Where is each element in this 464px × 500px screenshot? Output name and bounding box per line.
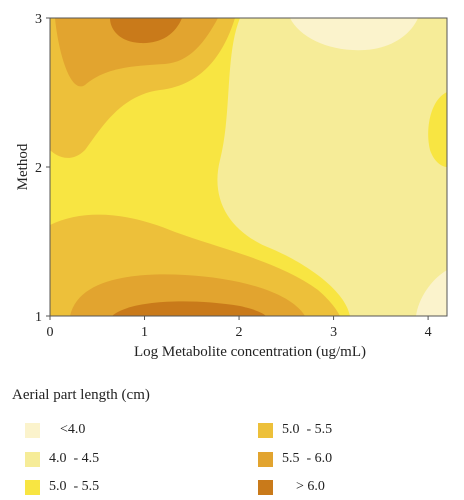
legend-swatch [25,480,40,495]
contour-region-top-right-1 [290,18,418,51]
contour-region-top-left-5 [55,18,218,87]
legend-label: 5.0 - 5.5 [282,422,333,437]
x-tick-label: 0 [47,325,54,340]
legend-label: <4.0 [60,422,86,437]
contour-region-top-left-6 [110,18,182,44]
legend-swatch [25,423,40,438]
legend-swatch [25,452,40,467]
legend-label: 4.0 - 4.5 [49,451,100,466]
contour-region-bottom-center-6 [112,301,266,316]
legend-label: > 6.0 [296,479,325,494]
y-axis-label: Method [15,143,31,190]
x-tick-label: 2 [236,325,243,340]
x-tick-label: 1 [141,325,148,340]
contour-region-bottom-right-1 [416,270,447,316]
x-axis: 0 1 2 3 4 [47,316,432,340]
x-tick-label: 3 [330,325,337,340]
legend-swatch [258,452,273,467]
legend-label: 5.0 - 5.5 [49,479,100,494]
y-tick-label: 3 [35,12,42,27]
contour-region-bottom-center-5 [70,274,305,316]
contour-region-right-2 [217,18,447,316]
y-tick-label: 2 [35,161,42,176]
legend-title: Aerial part length (cm) [12,387,150,403]
x-tick-label: 4 [425,325,432,340]
legend-swatch [258,480,273,495]
x-axis-label: Log Metabolite concentration (ug/mL) [134,344,366,360]
legend-swatch [258,423,273,438]
legend-label: 5.5 - 6.0 [282,451,333,466]
legend: Aerial part length (cm) <4.0 4.0 - 4.5 5… [0,380,464,500]
contour-region-right-edge-3 [428,92,447,167]
y-axis: 1 2 3 [35,12,50,325]
contour-regions [50,18,447,316]
y-tick-label: 1 [35,310,42,325]
